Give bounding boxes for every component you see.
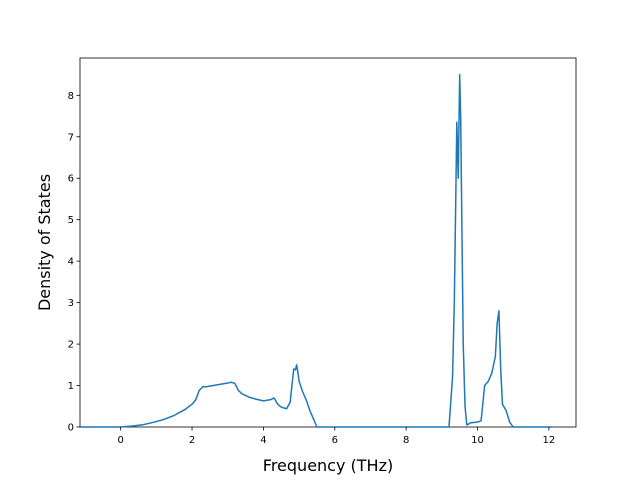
x-tick-label: 6 <box>332 435 338 446</box>
y-tick-label: 6 <box>68 174 74 185</box>
y-tick-label: 2 <box>68 340 74 351</box>
y-tick-label: 8 <box>68 91 74 102</box>
x-tick-label: 0 <box>117 435 123 446</box>
y-axis-label: Density of States <box>35 174 54 311</box>
y-tick-label: 3 <box>68 298 74 309</box>
x-tick-label: 10 <box>471 435 484 446</box>
y-tick-label: 7 <box>68 132 74 143</box>
y-tick-label: 1 <box>68 381 74 392</box>
x-axis: 0 2 4 6 8 10 12 <box>117 427 555 446</box>
x-tick-label: 2 <box>189 435 195 446</box>
axes-frame <box>79 57 577 428</box>
x-tick-label: 8 <box>403 435 409 446</box>
x-tick-label: 4 <box>260 435 266 446</box>
x-tick-label: 12 <box>543 435 556 446</box>
y-tick-label: 0 <box>68 423 74 434</box>
y-tick-label: 5 <box>68 215 74 226</box>
y-axis: 0 1 2 3 4 5 6 7 8 <box>68 91 80 434</box>
plot-area <box>79 57 577 428</box>
x-axis-label: Frequency (THz) <box>263 456 393 475</box>
y-tick-label: 4 <box>68 257 74 268</box>
series-line <box>80 73 552 428</box>
